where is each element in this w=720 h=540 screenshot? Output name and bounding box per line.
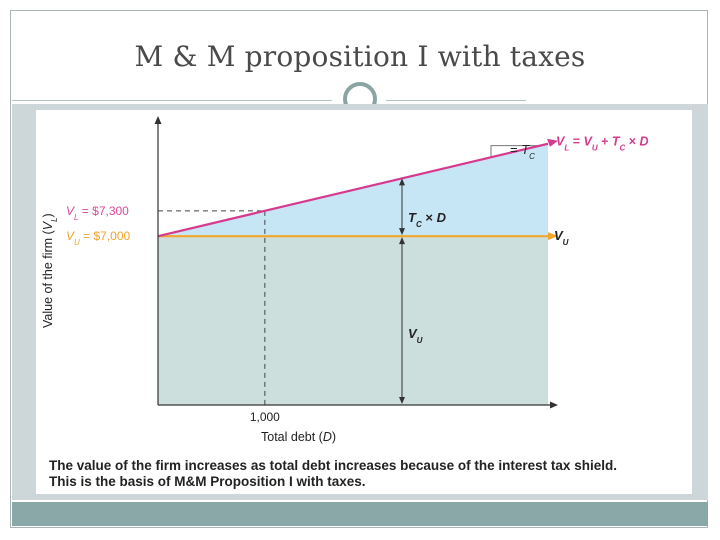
footer-band — [12, 502, 708, 526]
mm-proposition-chart: VL = $7,300 VU = $7,000 1,000 Total debt (D… — [41, 116, 649, 444]
y-axis-arrowhead — [154, 116, 162, 124]
figure-caption: The value of the firm increases as total… — [49, 458, 689, 490]
slope-annotation: = TC — [510, 142, 535, 161]
caption-line-1: The value of the firm increases as total… — [49, 458, 617, 473]
unlevered-value-area — [158, 236, 548, 405]
y-axis-label: Value of the firm (VL) — [41, 213, 59, 328]
caption-line-2: This is the basis of M&M Proposition I w… — [49, 474, 366, 489]
shield-annotation: TC × D — [408, 210, 447, 229]
slide-title: M & M proposition I with taxes — [134, 40, 586, 73]
vl-series-label: VL = VU + TC × D — [556, 135, 649, 153]
vl-line — [157, 142, 549, 238]
base-arrow-head-top — [399, 237, 405, 245]
base-arrow-head-bottom — [399, 397, 405, 404]
vu-series-label: VU — [554, 228, 569, 247]
vu-line-arrowhead — [548, 232, 558, 241]
figure-panel: VL = $7,300 VU = $7,000 1,000 Total debt (D… — [36, 110, 692, 494]
x-tick-label: 1,000 — [250, 410, 280, 424]
base-annotation: VU — [408, 326, 423, 345]
shield-arrow-head-top — [399, 178, 405, 186]
vl-line-arrowhead — [547, 138, 558, 147]
title-divider-left — [12, 100, 332, 101]
x-axis-arrowhead — [550, 401, 558, 409]
x-axis-label: Total debt (D) — [261, 430, 336, 444]
y-tick-label-vu: VU = $7,000 — [66, 229, 131, 247]
shield-arrow-head-bottom — [399, 228, 405, 236]
title-divider-right — [386, 100, 526, 101]
y-tick-label-vl: VL = $7,300 — [66, 204, 129, 222]
slope-triangle — [490, 145, 540, 158]
